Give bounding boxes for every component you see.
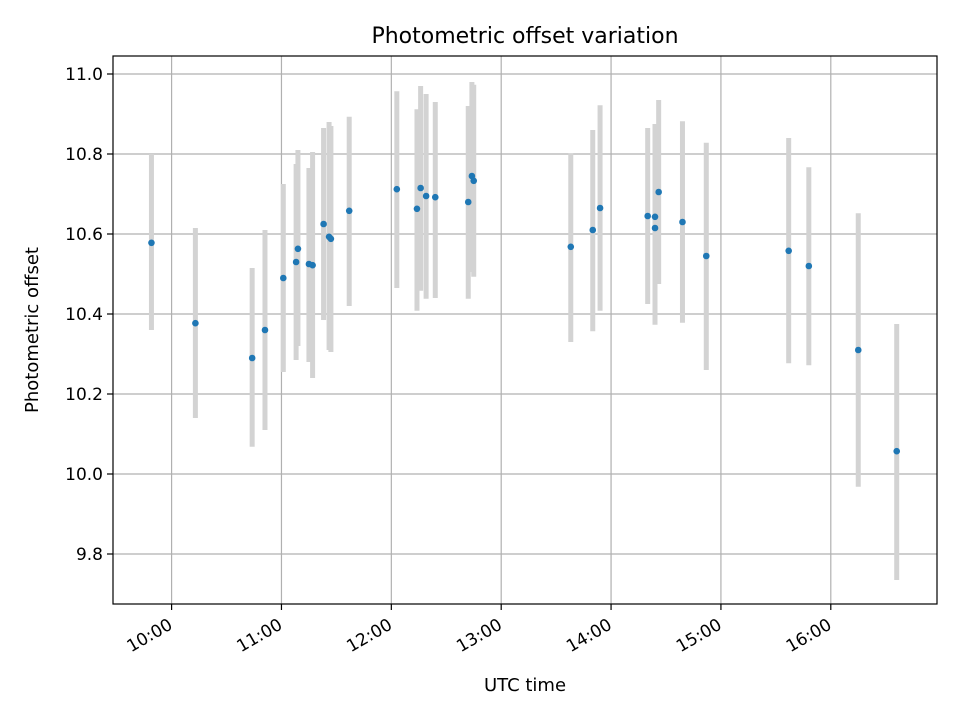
data-point [644,212,651,220]
data-point [854,346,862,354]
x-tick-label: 11:00 [234,615,286,657]
data-point [413,205,421,213]
data-point [893,447,901,455]
y-tick-label: 10.4 [65,305,103,325]
x-tick-label: 16:00 [783,615,835,657]
plot-frame [112,55,938,605]
data-point [679,218,686,226]
chart-title: Photometric offset variation [371,24,678,49]
data-point [345,207,353,215]
data-point [294,245,302,253]
y-tick-label: 11.0 [65,65,103,85]
data-point [470,177,478,185]
x-tick-label: 15:00 [673,615,725,657]
x-tick-label: 13:00 [453,615,505,657]
data-point [655,188,662,196]
data-point [393,185,401,193]
data-point [320,220,327,228]
y-tick-label: 10.8 [65,145,103,165]
data-point [292,258,300,266]
data-point [261,326,269,334]
y-tick-label: 10.6 [65,225,103,245]
data-point [327,235,335,243]
y-tick-label: 9.8 [76,545,103,565]
data-point [309,261,316,269]
data-point [248,354,256,362]
x-tick-label: 10:00 [124,615,176,657]
data-point [464,198,472,206]
x-tick-label: 12:00 [343,615,395,657]
data-point [567,243,575,251]
y-axis-label: Photometric offset [22,247,43,413]
data-point [702,252,710,260]
grid-layer [113,56,937,604]
data-point [805,262,813,270]
data-point [422,192,430,200]
data-point [651,213,659,221]
y-tick-label: 10.2 [65,385,103,405]
data-point [785,247,792,255]
point-layer [148,172,901,455]
data-point [148,239,155,247]
data-point [192,319,199,327]
data-point [651,224,659,232]
data-point [596,204,604,212]
data-point [279,274,287,282]
data-point [431,193,439,201]
x-tick-label: 14:00 [563,615,615,657]
data-point [589,226,597,234]
x-axis-label: UTC time [484,675,566,696]
data-point [417,184,424,192]
y-tick-label: 10.0 [65,465,103,485]
